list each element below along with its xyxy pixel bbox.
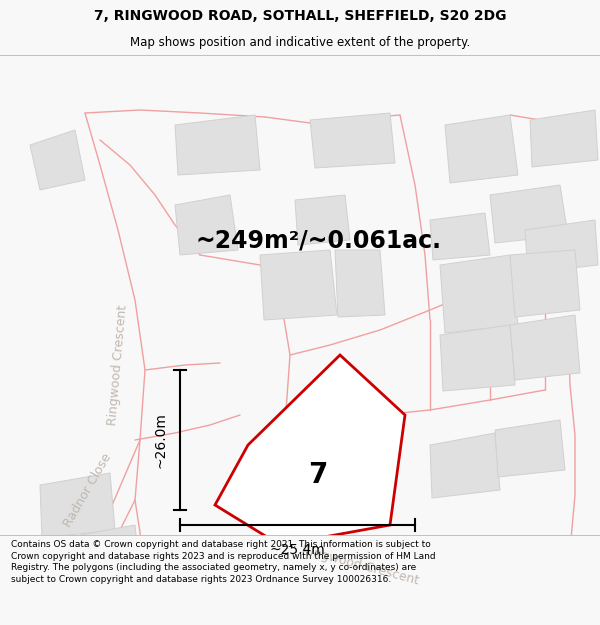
Polygon shape	[530, 110, 598, 167]
Polygon shape	[215, 355, 405, 545]
Polygon shape	[40, 473, 115, 538]
Text: Map shows position and indicative extent of the property.: Map shows position and indicative extent…	[130, 36, 470, 49]
Polygon shape	[175, 115, 260, 175]
Polygon shape	[510, 250, 580, 317]
Polygon shape	[430, 213, 490, 260]
Polygon shape	[495, 420, 565, 477]
Polygon shape	[490, 185, 568, 243]
Text: 7: 7	[308, 461, 328, 489]
Polygon shape	[440, 325, 515, 391]
Polygon shape	[440, 255, 518, 333]
Text: 7, RINGWOOD ROAD, SOTHALL, SHEFFIELD, S20 2DG: 7, RINGWOOD ROAD, SOTHALL, SHEFFIELD, S2…	[94, 9, 506, 24]
Polygon shape	[510, 315, 580, 380]
Polygon shape	[30, 130, 85, 190]
Text: ~249m²/~0.061ac.: ~249m²/~0.061ac.	[195, 228, 441, 252]
Polygon shape	[295, 195, 350, 245]
Text: ~25.4m: ~25.4m	[269, 543, 325, 557]
Polygon shape	[430, 433, 500, 498]
Polygon shape	[310, 113, 395, 168]
Polygon shape	[260, 250, 337, 320]
Polygon shape	[445, 115, 518, 183]
Polygon shape	[80, 525, 140, 583]
Polygon shape	[175, 195, 238, 255]
Text: ~26.0m: ~26.0m	[153, 412, 167, 468]
Text: Ringwood Crescent: Ringwood Crescent	[106, 304, 130, 426]
Polygon shape	[335, 250, 385, 317]
Polygon shape	[525, 220, 598, 273]
Text: Contains OS data © Crown copyright and database right 2021. This information is : Contains OS data © Crown copyright and d…	[11, 540, 436, 584]
Text: Radnor Close: Radnor Close	[62, 451, 115, 529]
Text: Ringwood Crescent: Ringwood Crescent	[300, 543, 420, 587]
